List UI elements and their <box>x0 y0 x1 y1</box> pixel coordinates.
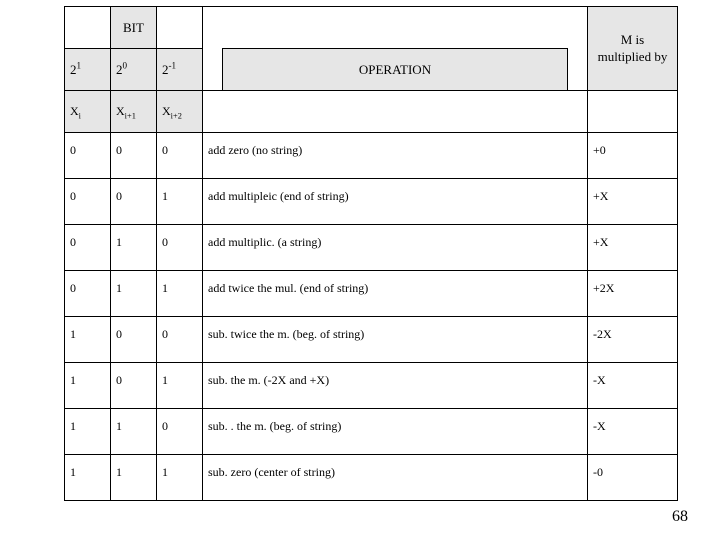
bit-cell: 0 <box>111 363 157 409</box>
multiplied-header: M is multiplied by <box>588 7 678 91</box>
operation-header-text: OPERATION <box>359 62 431 77</box>
operation-cell: sub. twice the m. (beg. of string) <box>203 317 588 363</box>
table-row: 1 0 0 sub. twice the m. (beg. of string)… <box>65 317 678 363</box>
bit-cell: 0 <box>65 179 111 225</box>
table-row: 1 0 1 sub. the m. (-2X and +X) -X <box>65 363 678 409</box>
bit-cell: 1 <box>65 363 111 409</box>
bit-cell: 1 <box>65 455 111 501</box>
x-col-1: Xi+1 <box>111 91 157 133</box>
bit-cell: 1 <box>157 455 203 501</box>
bit-cell: 1 <box>65 317 111 363</box>
operation-cell: sub. . the m. (beg. of string) <box>203 409 588 455</box>
pow-exp-0: 1 <box>77 60 82 70</box>
pow-exp-1: 0 <box>123 60 128 70</box>
power-col-2: 2-1 <box>157 49 203 91</box>
bit-cell: 0 <box>111 133 157 179</box>
bit-cell: 0 <box>65 271 111 317</box>
bit-cell: 0 <box>65 133 111 179</box>
bit-cell: 1 <box>157 363 203 409</box>
bit-cell: 1 <box>111 271 157 317</box>
bit-header: BIT <box>111 7 157 49</box>
multiplied-cell: +X <box>588 179 678 225</box>
operation-header: OPERATION <box>223 49 568 91</box>
table-row: 0 1 0 add multiplic. (a string) +X <box>65 225 678 271</box>
table-row: 1 1 0 sub. . the m. (beg. of string) -X <box>65 409 678 455</box>
table-row: 0 0 0 add zero (no string) +0 <box>65 133 678 179</box>
multiplied-cell: -0 <box>588 455 678 501</box>
operation-cell: sub. the m. (-2X and +X) <box>203 363 588 409</box>
booth-encoding-table: BIT M is multiplied by 21 20 2-1 OPERATI… <box>64 6 678 501</box>
bit-cell: 0 <box>111 317 157 363</box>
multiplied-cell: +X <box>588 225 678 271</box>
operation-cell: add twice the mul. (end of string) <box>203 271 588 317</box>
multiplied-cell: -X <box>588 409 678 455</box>
operation-cell: add multipleic (end of string) <box>203 179 588 225</box>
operation-cell: add multiplic. (a string) <box>203 225 588 271</box>
bit-header-text: BIT <box>123 20 144 35</box>
multiplied-cell: -2X <box>588 317 678 363</box>
multiplied-header-text: M is multiplied by <box>598 32 668 63</box>
power-col-1: 20 <box>111 49 157 91</box>
page-container: BIT M is multiplied by 21 20 2-1 OPERATI… <box>0 0 720 501</box>
multiplied-cell: +2X <box>588 271 678 317</box>
bit-cell: 0 <box>157 409 203 455</box>
table-row: 0 1 1 add twice the mul. (end of string)… <box>65 271 678 317</box>
bit-cell: 0 <box>157 225 203 271</box>
multiplied-cell: +0 <box>588 133 678 179</box>
bit-cell: 1 <box>157 271 203 317</box>
bit-cell: 0 <box>65 225 111 271</box>
operation-cell: sub. zero (center of string) <box>203 455 588 501</box>
bit-cell: 1 <box>65 409 111 455</box>
bit-cell: 1 <box>157 179 203 225</box>
power-col-0: 21 <box>65 49 111 91</box>
bit-cell: 0 <box>157 133 203 179</box>
bit-cell: 0 <box>157 317 203 363</box>
page-number: 68 <box>672 508 688 526</box>
table-row: 0 0 1 add multipleic (end of string) +X <box>65 179 678 225</box>
bit-cell: 1 <box>111 225 157 271</box>
bit-cell: 0 <box>111 179 157 225</box>
x-col-0: Xi <box>65 91 111 133</box>
x-col-2: Xi+2 <box>157 91 203 133</box>
multiplied-cell: -X <box>588 363 678 409</box>
pow-exp-2: -1 <box>169 60 177 70</box>
operation-cell: add zero (no string) <box>203 133 588 179</box>
table-row: 1 1 1 sub. zero (center of string) -0 <box>65 455 678 501</box>
bit-cell: 1 <box>111 455 157 501</box>
bit-cell: 1 <box>111 409 157 455</box>
